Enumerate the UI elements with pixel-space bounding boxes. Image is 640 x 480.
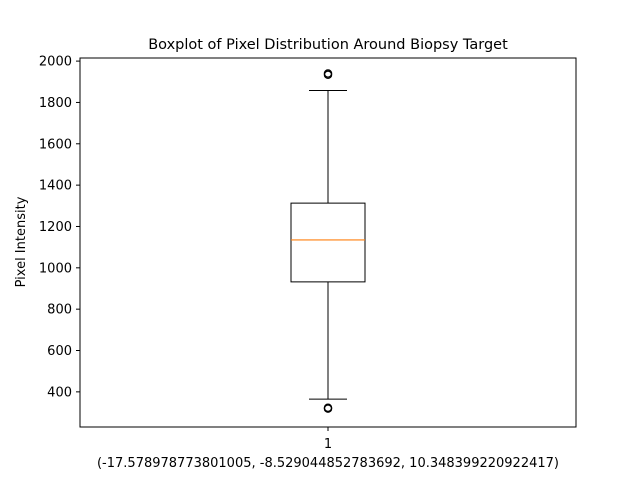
box-group [290,69,366,413]
y-axis: 400 600 800 1000 1200 1400 1600 1800 2000 [39,55,80,400]
y-tick-label: 2000 [39,55,72,70]
y-tick-label: 1400 [39,179,72,194]
y-tick-label: 800 [47,303,72,318]
x-tick-label: 1 [324,437,332,452]
outlier-point [323,69,333,78]
y-tick-label: 1000 [39,261,72,276]
y-axis-label: Pixel Intensity [14,196,29,287]
outlier-point [323,403,333,413]
chart-title: Boxplot of Pixel Distribution Around Bio… [148,37,508,53]
y-tick-label: 600 [47,344,72,359]
y-tick-label: 1800 [39,96,72,111]
box-series [290,69,366,413]
x-axis: 1 [324,427,332,452]
x-axis-label: (-17.578978773801005, -8.529044852783692… [97,456,559,471]
y-tick-label: 1200 [39,220,72,235]
iqr-box [290,202,366,283]
y-tick-label: 400 [47,385,72,400]
y-tick-label: 1600 [39,137,72,152]
